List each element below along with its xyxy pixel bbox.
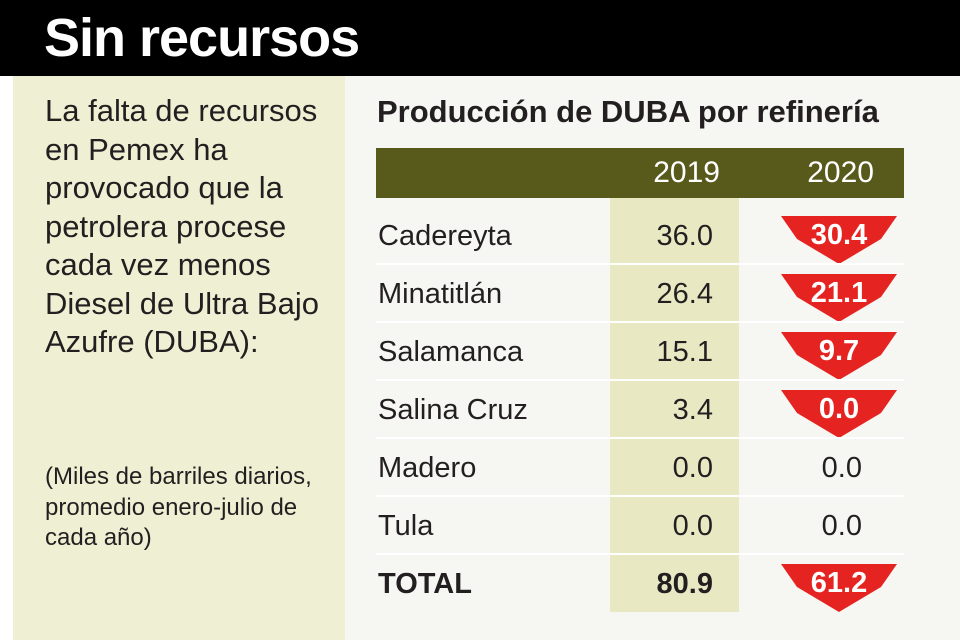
- column-header-2020: 2020: [807, 156, 874, 189]
- value-2020: 21.1: [810, 277, 868, 309]
- value-2020: 0.0: [818, 393, 860, 425]
- decrease-arrow-marker: 9.7: [781, 328, 897, 384]
- down-arrow-icon: [781, 274, 897, 322]
- column-header-2019: 2019: [653, 156, 720, 189]
- value-2020: 0.0: [821, 510, 862, 542]
- down-arrow-shape: [781, 274, 897, 322]
- down-arrow-icon: [781, 216, 897, 264]
- row-divider: [376, 379, 904, 381]
- value-2020: 61.2: [810, 567, 868, 599]
- table-header-row: [376, 148, 904, 198]
- decrease-arrow-marker: 0.0: [781, 386, 897, 442]
- row-divider: [376, 321, 904, 323]
- value-2019: 26.4: [656, 278, 713, 310]
- value-2019: 15.1: [656, 336, 713, 368]
- down-arrow-icon: [781, 564, 897, 612]
- value-2019: 3.4: [672, 394, 713, 426]
- value-2019: 80.9: [656, 568, 713, 600]
- row-divider: [376, 495, 904, 497]
- down-arrow-icon: [781, 332, 897, 380]
- column-2019-highlight: [610, 198, 739, 612]
- value-2019: 0.0: [672, 510, 713, 542]
- refinery-name: Minatitlán: [378, 278, 503, 310]
- total-label: TOTAL: [378, 568, 472, 600]
- down-arrow-shape: [781, 332, 897, 380]
- table-title: Producción de DUBA por refinería: [377, 94, 879, 129]
- page-title: Sin recursos: [44, 8, 360, 68]
- value-2019: 36.0: [656, 220, 713, 252]
- row-divider: [376, 263, 904, 265]
- units-note: (Miles de barriles diarios, promedio ene…: [45, 463, 312, 551]
- down-arrow-shape: [781, 390, 897, 438]
- decrease-arrow-marker: 30.4: [781, 212, 897, 268]
- down-arrow-shape: [781, 216, 897, 264]
- value-2019: 0.0: [672, 452, 713, 484]
- value-2020: 0.0: [821, 452, 862, 484]
- decrease-arrow-marker: 21.1: [781, 270, 897, 326]
- decrease-arrow-marker: 61.2: [781, 560, 897, 616]
- refinery-name: Salina Cruz: [378, 394, 528, 426]
- row-divider: [376, 437, 904, 439]
- header-bar: Sin recursos: [0, 0, 960, 76]
- refinery-name: Madero: [378, 452, 477, 484]
- refinery-name: Salamanca: [378, 336, 524, 368]
- value-2020: 30.4: [810, 219, 868, 251]
- down-arrow-icon: [781, 390, 897, 438]
- value-2020: 9.7: [818, 335, 860, 367]
- refinery-name: Tula: [378, 510, 434, 542]
- description-panel: [13, 76, 345, 640]
- down-arrow-shape: [781, 564, 897, 612]
- row-divider: [376, 553, 904, 555]
- refinery-name: Cadereyta: [378, 220, 512, 252]
- intro-text: La falta de recursos en Pemex ha provoca…: [45, 93, 319, 359]
